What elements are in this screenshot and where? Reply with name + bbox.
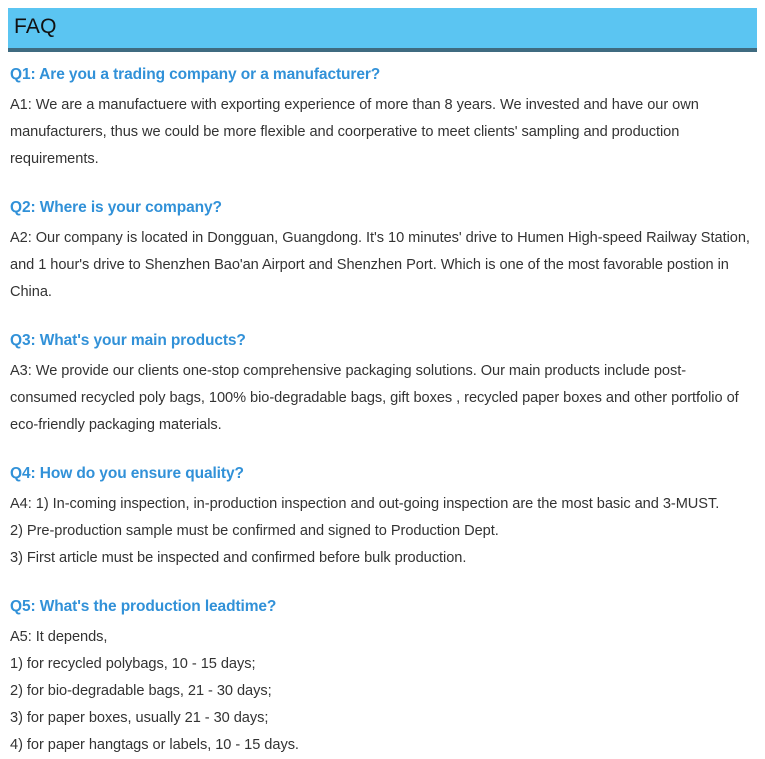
faq-item: Q2: Where is your company? A2: Our compan… [10, 197, 752, 306]
faq-answer-line: 1) for recycled polybags, 10 - 15 days; [10, 656, 256, 672]
faq-question: Q2: Where is your company? [10, 199, 222, 216]
faq-question: Q1: Are you a trading company or a manuf… [10, 66, 381, 83]
faq-banner-title: FAQ [14, 15, 57, 38]
faq-answer-line: 2) Pre-production sample must be confirm… [10, 523, 499, 539]
faq-answer-line: 3) First article must be inspected and c… [10, 550, 467, 566]
faq-answer-line: 4) for paper hangtags or labels, 10 - 15… [10, 737, 299, 753]
faq-question: Q4: How do you ensure quality? [10, 465, 244, 482]
faq-answer: A1: We are a manufactuere with exporting… [10, 97, 699, 167]
faq-answer: A3: We provide our clients one-stop comp… [10, 363, 739, 433]
faq-question: Q3: What's your main products? [10, 332, 246, 349]
faq-item: Q3: What's your main products? A3: We pro… [10, 330, 752, 439]
faq-item: Q5: What's the production leadtime? A5: I… [10, 596, 752, 759]
faq-answer-line: 3) for paper boxes, usually 21 - 30 days… [10, 710, 269, 726]
faq-answer: A4: 1) In-coming inspection, in-producti… [10, 496, 720, 512]
faq-item: Q1: Are you a trading company or a manuf… [10, 64, 752, 173]
faq-question: Q5: What's the production leadtime? [10, 598, 277, 615]
faq-item: Q4: How do you ensure quality? A4: 1) In-… [10, 463, 752, 572]
faq-list: Q1: Are you a trading company or a manuf… [10, 64, 752, 759]
faq-answer: A5: It depends, [10, 629, 108, 645]
faq-banner: FAQ [8, 8, 757, 52]
faq-answer: A2: Our company is located in Dongguan, … [10, 230, 750, 300]
faq-answer-line: 2) for bio-degradable bags, 21 - 30 days… [10, 683, 272, 699]
